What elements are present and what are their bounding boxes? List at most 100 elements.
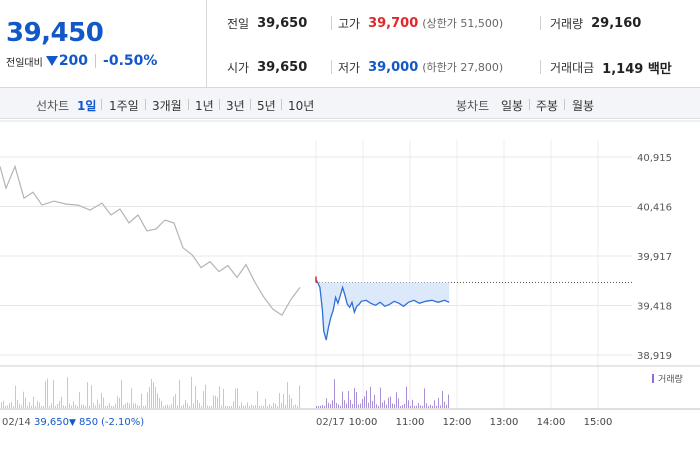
volume-bar — [33, 396, 34, 408]
volume-bar — [380, 387, 381, 408]
tab-monthly-candle[interactable]: 월봉 — [572, 99, 595, 113]
divider — [219, 99, 220, 110]
volume-bar — [127, 402, 128, 408]
volume-bar — [243, 405, 244, 408]
volume-bar — [153, 382, 154, 408]
volume-bar — [316, 405, 317, 408]
volume-bar — [49, 405, 50, 408]
volume-bar — [77, 405, 78, 408]
volume-bar — [438, 397, 439, 408]
down-arrow-icon — [45, 56, 58, 66]
volume-bar — [183, 404, 184, 408]
volume-bar — [233, 401, 234, 408]
divider — [145, 99, 146, 110]
volume-bar — [171, 404, 172, 408]
volume-bar — [249, 405, 250, 408]
volume-bar — [322, 404, 323, 408]
volume-bar — [231, 405, 232, 408]
volume-bar — [320, 405, 321, 408]
volume-bar — [147, 392, 148, 408]
volume-bar — [155, 386, 156, 408]
volume-bar — [93, 402, 94, 408]
low-price: 저가 39,000 (하한가 27,800) — [338, 57, 503, 77]
volume-bar — [89, 405, 90, 408]
tab-1-year[interactable]: 1년 — [195, 99, 214, 113]
tab-1-week[interactable]: 1주일 — [109, 99, 139, 113]
volume-bar — [181, 406, 182, 408]
divider — [564, 99, 565, 110]
tab-weekly-candle[interactable]: 주봉 — [536, 99, 559, 113]
volume-bar — [5, 405, 6, 408]
volume-bar — [388, 397, 389, 408]
volume-bar — [105, 405, 106, 408]
change-label: 전일대비 — [6, 57, 43, 69]
tab-3-year[interactable]: 3년 — [226, 99, 245, 113]
volume-bar — [259, 405, 260, 408]
volume-bar — [342, 391, 343, 408]
y-tick-label: 39,418 — [637, 302, 672, 313]
volume-bar — [189, 405, 190, 408]
volume-bar — [328, 402, 329, 408]
volume-bar — [402, 404, 403, 408]
volume-bar — [275, 403, 276, 408]
volume-bar — [1, 402, 2, 408]
tab-10-year[interactable]: 10년 — [288, 99, 315, 113]
volume-legend-swatch — [652, 374, 654, 383]
volume-bar — [287, 381, 288, 408]
volume-bar — [79, 392, 80, 408]
volume-bar — [279, 393, 280, 408]
today-fill-area — [316, 279, 450, 340]
volume-bar — [71, 405, 72, 408]
volume-bar — [15, 385, 16, 408]
open-value: 39,650 — [257, 59, 308, 75]
volume-bar — [139, 405, 140, 408]
volume-bar — [43, 405, 44, 408]
tab-3-month[interactable]: 3개월 — [152, 99, 182, 113]
volume-bar — [163, 405, 164, 408]
high-price: 고가 39,700 (상한가 51,500) — [338, 13, 503, 33]
volume-bar — [25, 397, 26, 408]
volume-bar — [109, 403, 110, 408]
volume-bar — [191, 376, 192, 408]
divider — [331, 60, 332, 74]
volume-bar — [101, 392, 102, 408]
volume-bar — [99, 404, 100, 408]
volume-bar — [85, 405, 86, 408]
volume-bar — [67, 377, 68, 408]
volume-bar — [418, 403, 419, 408]
volume-bar — [281, 403, 282, 408]
volume-bar — [41, 405, 42, 408]
volume-bar — [251, 404, 252, 408]
volume-bar — [396, 392, 397, 408]
tab-5-year[interactable]: 5년 — [257, 99, 276, 113]
volume-bar — [213, 395, 214, 408]
volume-bar — [217, 397, 218, 408]
volume-bar — [35, 405, 36, 408]
price-chart[interactable]: 40,915 40,416 39,917 39,418 38,919 거래량 02/14… — [0, 120, 700, 450]
volume-bar — [378, 405, 379, 408]
volume-bar — [9, 403, 10, 408]
volume-bar — [143, 405, 144, 408]
volume-bar — [277, 405, 278, 408]
volume-bar — [354, 387, 355, 408]
volume-bar — [19, 403, 20, 408]
volume-label: 거래량 — [550, 16, 584, 31]
tab-1-day[interactable]: 1일 — [77, 99, 97, 113]
trade-value-label: 거래대금 — [550, 60, 595, 75]
volume-bar — [149, 387, 150, 408]
volume-bar — [185, 399, 186, 408]
volume-bar — [273, 402, 274, 408]
volume-bar — [7, 405, 8, 408]
volume-bar — [247, 402, 248, 408]
volume-bar — [446, 404, 447, 408]
volume-bar — [257, 391, 258, 408]
volume-bar — [123, 404, 124, 408]
volume-bar — [11, 402, 12, 408]
volume-bar — [117, 396, 118, 408]
volume-bar — [225, 405, 226, 408]
volume-bar — [372, 400, 373, 408]
y-tick-label: 38,919 — [637, 351, 672, 362]
volume-bar — [340, 405, 341, 408]
prev-day-date-label: 02/14 — [2, 417, 31, 428]
tab-daily-candle[interactable]: 일봉 — [501, 99, 524, 113]
